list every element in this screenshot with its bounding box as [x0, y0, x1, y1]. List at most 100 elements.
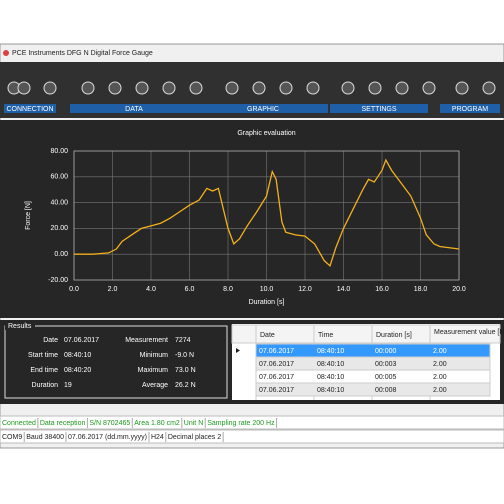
result-value: 19	[64, 382, 72, 389]
toolbar-group-label: PROGRAM	[452, 106, 488, 113]
toolbar-group-bar	[4, 104, 56, 113]
toolbar-button[interactable]	[455, 81, 469, 95]
y-tick-label: 20.00	[50, 225, 68, 232]
status-item: Data reception	[40, 420, 86, 427]
result-value: 73.0 N	[175, 367, 196, 374]
result-value: -9.0 N	[175, 352, 194, 359]
toolbar-group-bar	[330, 104, 428, 113]
status-item: 07.06.2017 (dd.mm.yyyy)	[68, 434, 147, 441]
x-tick-label: 18.0	[414, 286, 428, 293]
result-label: Average	[142, 382, 168, 389]
result-label: End time	[30, 367, 58, 374]
toolbar-button[interactable]	[341, 81, 355, 95]
table-cell: 2.00	[433, 361, 447, 368]
status-item: Sampling rate 200 Hz	[207, 420, 275, 427]
toolbar-button[interactable]	[108, 81, 122, 95]
result-value: 08:40:10	[64, 352, 91, 359]
table-cell: 08:40:10	[317, 387, 344, 394]
toolbar-group-bar	[198, 104, 328, 113]
toolbar-button[interactable]	[135, 81, 149, 95]
toolbar-group-label: GRAPHIC	[247, 106, 279, 113]
table-cell: 07.06.2017	[259, 387, 294, 394]
table-cell: 08:40:10	[317, 374, 344, 381]
x-tick-label: 0.0	[69, 286, 79, 293]
data-line	[74, 158, 460, 267]
window-title: PCE Instruments DFG N Digital Force Gaug…	[12, 50, 153, 57]
y-tick-label: -20.00	[48, 277, 68, 284]
toolbar-button[interactable]	[252, 81, 266, 95]
results-box	[4, 325, 228, 399]
table-row[interactable]	[255, 382, 491, 397]
toolbar-button[interactable]	[279, 81, 293, 95]
x-tick-label: 16.0	[375, 286, 389, 293]
table-cell: 07.06.2017	[259, 348, 294, 355]
y-tick-label: 0.00	[54, 251, 68, 258]
toolbar-group-bar	[70, 104, 198, 113]
row-pointer	[236, 348, 240, 353]
status-item: Decimal places 2	[168, 434, 221, 441]
chart-title: Graphic evaluation	[237, 130, 295, 137]
result-label: Start time	[28, 352, 58, 359]
toolbar-group-label: SETTINGS	[361, 106, 396, 113]
table-header-cell: Time	[318, 332, 333, 339]
status-item: COM9	[2, 434, 22, 441]
y-tick-label: 80.00	[50, 148, 68, 155]
y-tick-label: 60.00	[50, 174, 68, 181]
toolbar-button[interactable]	[189, 81, 203, 95]
toolbar-button[interactable]	[81, 81, 95, 95]
table-cell: 08:40:10	[317, 348, 344, 355]
x-tick-label: 12.0	[298, 286, 312, 293]
table-cell: 07.06.2017	[259, 374, 294, 381]
toolbar-button[interactable]	[395, 81, 409, 95]
toolbar-button[interactable]	[422, 81, 436, 95]
toolbar-button[interactable]	[368, 81, 382, 95]
x-tick-label: 4.0	[146, 286, 156, 293]
status-item: H24	[151, 434, 164, 441]
x-tick-label: 14.0	[337, 286, 351, 293]
table-header-cell: Measurement value [N]	[434, 329, 504, 336]
table-cell: 07.06.2017	[259, 361, 294, 368]
status-bar-top	[0, 415, 504, 430]
toolbar-group-bar	[440, 104, 500, 113]
table-cell: 2.00	[433, 374, 447, 381]
table-cell: 08:40:10	[317, 361, 344, 368]
status-item: Baud 38400	[26, 434, 64, 441]
x-tick-label: 8.0	[223, 286, 233, 293]
table-header-cell: Duration [s]	[376, 332, 412, 339]
table-header-cell: Date	[260, 332, 275, 339]
status-item: S/N 8702465	[89, 420, 130, 427]
table-cell: 00:000	[375, 348, 397, 355]
result-value: 7274	[175, 337, 191, 344]
x-tick-label: 20.0	[452, 286, 466, 293]
result-label: Measurement	[125, 337, 168, 344]
x-axis-label: Duration [s]	[249, 299, 285, 306]
table-header	[231, 324, 501, 344]
app-icon	[3, 50, 9, 56]
x-tick-label: 2.0	[108, 286, 118, 293]
result-label: Minimum	[140, 352, 169, 359]
toolbar-button[interactable]	[43, 81, 57, 95]
result-value: 26.2 N	[175, 382, 196, 389]
result-label: Maximum	[138, 367, 169, 374]
x-tick-label: 10.0	[260, 286, 274, 293]
toolbar-group-label: CONNECTION	[6, 106, 53, 113]
table-cell: 00:005	[375, 374, 397, 381]
toolbar-button[interactable]	[225, 81, 239, 95]
result-value: 08:40:20	[64, 367, 91, 374]
result-value: 07.06.2017	[64, 337, 99, 344]
y-tick-label: 40.00	[50, 199, 68, 206]
toolbar-button[interactable]	[162, 81, 176, 95]
status-bar-bottom	[0, 429, 504, 444]
toolbar-button[interactable]	[306, 81, 320, 95]
table-cell: 2.00	[433, 348, 447, 355]
plot-frame	[73, 150, 460, 281]
y-axis-label: Force [N]	[25, 201, 32, 230]
toolbar-button[interactable]	[17, 81, 31, 95]
result-label: Duration	[32, 382, 59, 389]
x-tick-label: 6.0	[185, 286, 195, 293]
toolbar-button[interactable]	[482, 81, 496, 95]
results-title: Results	[8, 323, 32, 330]
status-item: Unit N	[184, 420, 203, 427]
table-cell: 00:003	[375, 361, 397, 368]
